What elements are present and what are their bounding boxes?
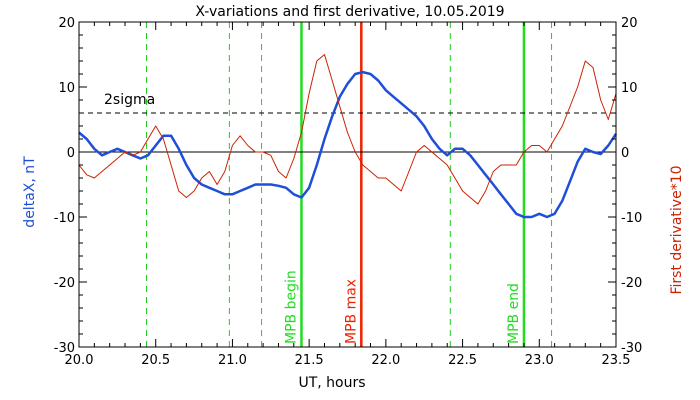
- x-tick-label: 22.0: [371, 353, 400, 368]
- x-tick-label: 21.0: [218, 353, 247, 368]
- mpb-max-label: MPB max: [343, 279, 359, 344]
- y-left-tick-label: 0: [67, 146, 75, 161]
- y-right-tick-label: -10: [621, 211, 642, 226]
- plot-frame: [78, 21, 617, 348]
- mpb-end-label: MPB end: [506, 283, 522, 344]
- chart-title: X-variations and first derivative, 10.05…: [195, 4, 504, 20]
- sigma-label: 2sigma: [104, 92, 155, 108]
- derivative-series-line: [78, 54, 617, 205]
- x-tick-label: 23.5: [602, 353, 631, 368]
- x-tick-label: 20.5: [141, 353, 170, 368]
- y-right-tick-label: -20: [621, 276, 642, 291]
- y-left-tick-label: -20: [54, 276, 75, 291]
- mpb-begin-label: MPB begin: [283, 270, 299, 344]
- x-axis-label: UT, hours: [298, 375, 365, 391]
- y-left-tick-label: -30: [54, 341, 75, 356]
- y-axis-left-label: deltaX, nT: [22, 156, 38, 228]
- y-axis-right-label: First derivative*10: [669, 165, 685, 294]
- reference-lines: [79, 112, 616, 153]
- x-tick-label: 20.0: [65, 353, 94, 368]
- x-tick-label: 21.5: [295, 353, 324, 368]
- y-left-tick-label: -10: [54, 211, 75, 226]
- x-tick-label: 23.0: [525, 353, 554, 368]
- y-right-tick-label: 10: [621, 81, 638, 96]
- x-tick-label: 22.5: [448, 353, 477, 368]
- deltax-series-line: [78, 70, 618, 219]
- axes-layer: 20.0 20.5 21.0 21.5 22.0 22.5 23.0 23.5-30 -30-2…: [54, 16, 642, 368]
- series-layer: [78, 54, 618, 219]
- marker-layer: MPB begin MPB max MPB end: [146, 22, 553, 347]
- y-left-tick-label: 20: [58, 16, 75, 31]
- y-right-tick-label: -30: [621, 341, 642, 356]
- y-right-tick-label: 0: [621, 146, 629, 161]
- y-right-tick-label: 20: [621, 16, 638, 31]
- y-left-tick-label: 10: [58, 81, 75, 96]
